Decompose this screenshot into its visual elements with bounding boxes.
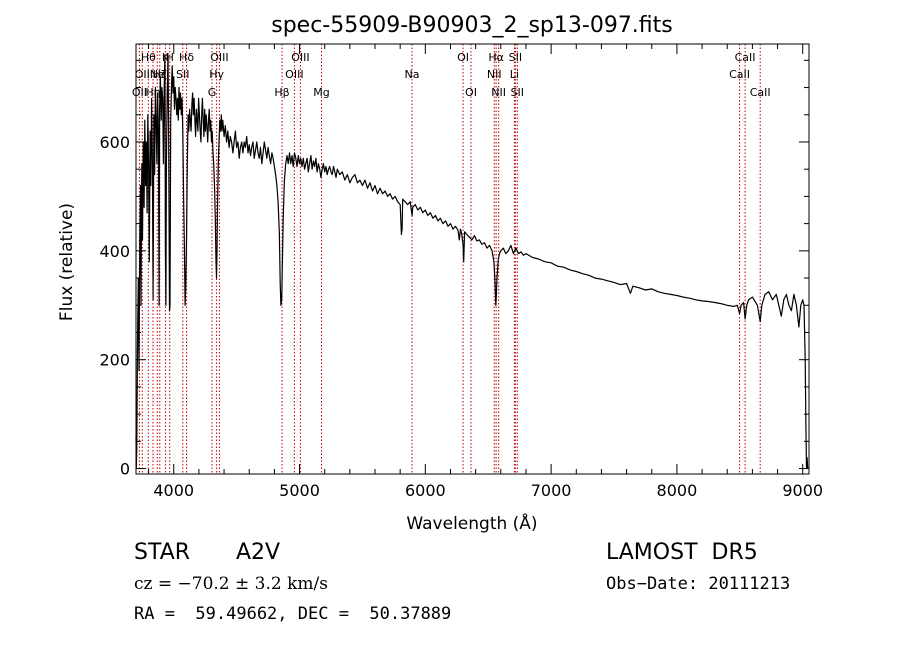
x-tick-label: 7000 xyxy=(531,481,572,500)
marker-label: Hδ xyxy=(179,51,194,64)
marker-label: CaII xyxy=(750,86,771,99)
survey-label: LAMOST DR5 xyxy=(606,540,758,565)
marker-label: NII xyxy=(491,86,506,99)
observation-date: Obs−Date: 20111213 xyxy=(606,574,791,594)
marker-label: OI xyxy=(465,86,477,99)
y-tick-label: 600 xyxy=(99,133,130,152)
marker-label: OI xyxy=(457,51,469,64)
x-axis-label: Wavelength (Å) xyxy=(406,512,537,534)
series-layer xyxy=(135,54,809,470)
x-tick-label: 4000 xyxy=(153,481,194,500)
marker-label: K xyxy=(162,51,170,64)
marker-label: Hθ xyxy=(141,51,156,64)
marker-label: G xyxy=(208,86,217,99)
marker-label: SII xyxy=(511,86,524,99)
marker-label: Hβ xyxy=(274,86,289,99)
marker-label: Li xyxy=(510,68,519,81)
redshift-readout: cz = −70.2 ± 3.2 km/s xyxy=(134,574,328,594)
marker-label: Hγ xyxy=(209,68,224,81)
marker-label: Hη xyxy=(145,86,160,99)
subclass: A2V xyxy=(236,540,281,565)
y-tick-label: 200 xyxy=(99,351,130,370)
marker-label: Mg xyxy=(313,86,329,99)
marker-label: CaII xyxy=(729,68,750,81)
marker-label: SII xyxy=(176,68,189,81)
x-axis: 4000 5000 6000 7000 8000 9000 xyxy=(148,44,823,500)
object-class: STAR xyxy=(134,540,191,565)
marker-labels: OIIOIIHθHηNeHζKHSIIHδGHγOIIIHβOIIIOIIIMg… xyxy=(132,51,771,99)
x-tick-label: 6000 xyxy=(405,481,446,500)
marker-label: NII xyxy=(487,68,502,81)
marker-label: Hζ xyxy=(153,68,167,81)
marker-label: Na xyxy=(405,68,420,81)
plot-frame xyxy=(135,43,810,475)
marker-label: OIII xyxy=(285,68,303,81)
x-tick-label: 5000 xyxy=(279,481,320,500)
marker-label: H xyxy=(166,51,174,64)
marker-label: CaII xyxy=(735,51,756,64)
marker-lines xyxy=(138,44,761,474)
marker-label: OIII xyxy=(291,51,309,64)
marker-label: Ne xyxy=(150,68,165,81)
x-tick-label: 8000 xyxy=(657,481,698,500)
x-tick-label: 9000 xyxy=(782,481,823,500)
y-tick-label: 400 xyxy=(99,242,130,261)
marker-label: OII xyxy=(135,68,150,81)
coordinates-readout: RA = 59.49662, DEC = 50.37889 xyxy=(134,604,452,624)
y-axis-label: Flux (relative) xyxy=(57,203,77,321)
y-axis: 0 200 400 600 xyxy=(99,59,809,479)
y-tick-label: 0 xyxy=(120,460,130,479)
chart-title: spec-55909-B90903_2_sp13-097.fits xyxy=(271,13,673,38)
marker-label: Hα xyxy=(488,51,504,64)
marker-label: OIII xyxy=(210,51,228,64)
marker-label: SII xyxy=(509,51,522,64)
spectrum-line xyxy=(135,54,809,470)
